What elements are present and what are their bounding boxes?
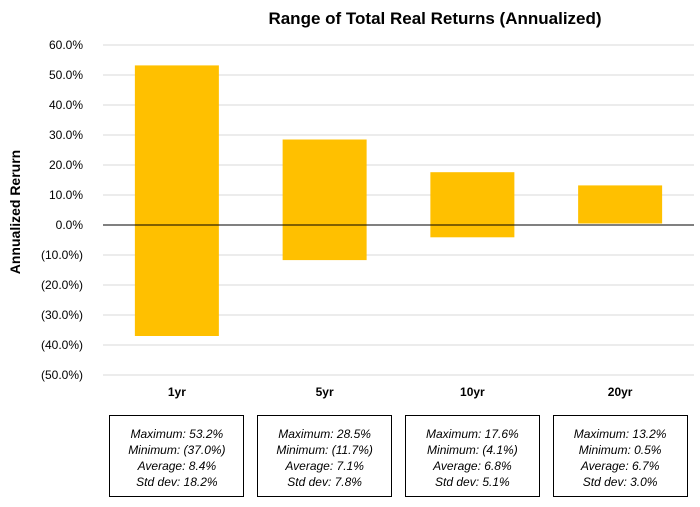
- x-category-label: 1yr: [168, 385, 186, 399]
- stat-avg: Average: 6.8%: [433, 459, 512, 473]
- stat-min: Minimum: (37.0%): [128, 443, 226, 457]
- y-tick-label: 10.0%: [49, 188, 83, 202]
- y-tick-label: (40.0%): [41, 338, 83, 352]
- range-bar-1yr: [134, 65, 219, 337]
- stat-std: Std dev: 3.0%: [582, 475, 658, 489]
- stat-std: Std dev: 18.2%: [136, 475, 218, 489]
- stat-max: Maximum: 28.5%: [278, 427, 371, 441]
- range-bars: [134, 65, 663, 337]
- y-tick-label: (20.0%): [41, 278, 83, 292]
- stat-min: Minimum: 0.5%: [578, 443, 662, 457]
- stat-max: Maximum: 17.6%: [426, 427, 519, 441]
- stat-std: Std dev: 5.1%: [435, 475, 510, 489]
- x-category-label: 10yr: [460, 385, 485, 399]
- y-tick-label: 50.0%: [49, 68, 83, 82]
- chart-title: Range of Total Real Returns (Annualized): [268, 9, 601, 28]
- range-bar-10yr: [430, 172, 515, 238]
- stat-max: Maximum: 13.2%: [573, 427, 667, 441]
- stat-avg: Average: 7.1%: [285, 459, 364, 473]
- stat-min: Minimum: (4.1%): [427, 443, 518, 457]
- range-bar-20yr: [578, 185, 663, 224]
- stats-box-5yr: Maximum: 28.5% Minimum: (11.7%) Average:…: [257, 415, 393, 497]
- range-bar-5yr: [282, 139, 367, 261]
- y-tick-label: (30.0%): [41, 308, 83, 322]
- stat-std: Std dev: 7.8%: [287, 475, 362, 489]
- y-tick-label: 40.0%: [49, 98, 83, 112]
- stat-max: Maximum: 53.2%: [130, 427, 224, 441]
- x-axis-categories: 1yr 5yr 10yr 20yr: [168, 385, 633, 399]
- stats-box-10yr: Maximum: 17.6% Minimum: (4.1%) Average: …: [404, 415, 540, 497]
- x-category-label: 5yr: [316, 385, 334, 399]
- y-axis-ticks: 60.0% 50.0% 40.0% 30.0% 20.0% 10.0% 0.0% (10.0%…: [41, 38, 83, 382]
- stat-avg: Average: 8.4%: [137, 459, 217, 473]
- x-category-label: 20yr: [608, 385, 633, 399]
- y-tick-label: (50.0%): [41, 368, 83, 382]
- y-tick-label: 60.0%: [49, 38, 83, 52]
- y-tick-label: 0.0%: [56, 218, 84, 232]
- stat-min: Minimum: (11.7%): [276, 443, 373, 457]
- stat-avg: Average: 6.7%: [580, 459, 660, 473]
- y-tick-label: 30.0%: [49, 128, 83, 142]
- y-axis-label: Annualized Rerurn: [7, 150, 23, 274]
- y-tick-label: (10.0%): [41, 248, 83, 262]
- y-tick-label: 20.0%: [49, 158, 83, 172]
- stats-box-1yr: Maximum: 53.2% Minimum: (37.0%) Average:…: [109, 415, 245, 497]
- stats-box-20yr: Maximum: 13.2% Minimum: 0.5% Average: 6.…: [552, 415, 688, 497]
